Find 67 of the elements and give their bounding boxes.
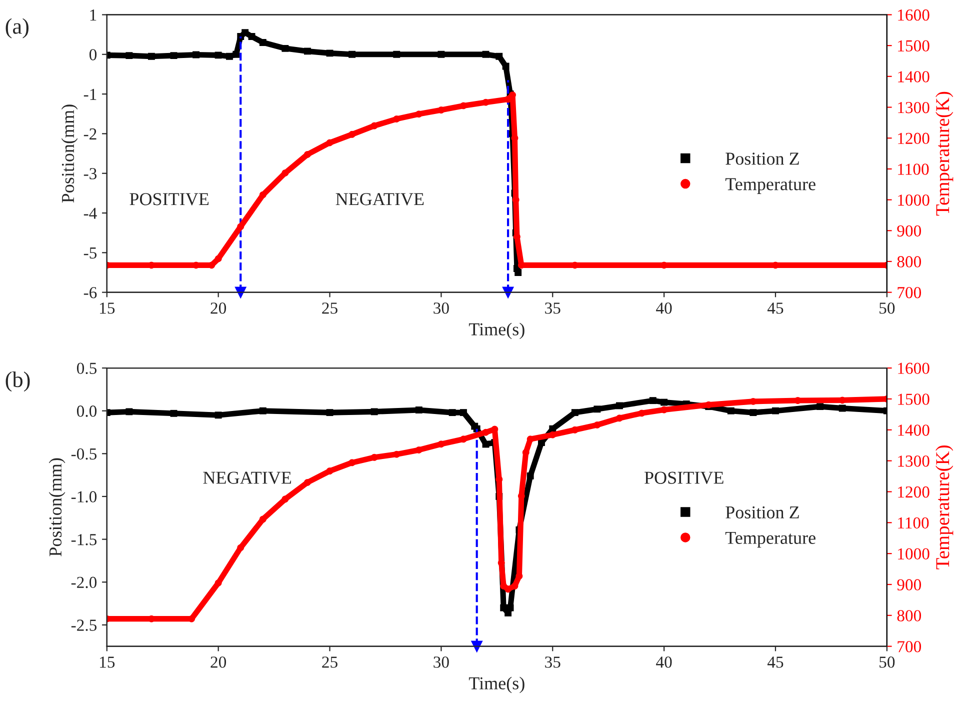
- y2-tick-label: 800: [897, 256, 922, 268]
- text: (b): [6, 372, 30, 392]
- y2-tick-label: 1100: [898, 164, 929, 175]
- legend-label: Temperature: [725, 178, 816, 194]
- y2-tick-label: 1100: [898, 517, 929, 529]
- y2-tick-label: 1400: [898, 424, 930, 436]
- y2-tick-label: 700: [898, 287, 922, 298]
- y2-tick-label: 1600: [898, 9, 930, 21]
- y-tick-label: -2.5: [71, 620, 97, 631]
- x-tick-label: 20: [210, 656, 226, 668]
- y-tick-label: -2: [84, 128, 96, 140]
- y-tick-label: -1.5: [71, 534, 97, 546]
- x-tick-label: 20: [210, 302, 226, 314]
- annotation: NEGATIVE: [203, 472, 292, 484]
- y2-axis-title: Temperature(K): [936, 446, 954, 570]
- y-tick-label: -4: [84, 208, 97, 219]
- x-tick-label: 25: [322, 656, 338, 668]
- y-tick-label: 0.0: [76, 406, 97, 417]
- x-tick-label: 50: [880, 302, 895, 314]
- x-tick-label: 40: [656, 656, 672, 668]
- y2-tick-label: 1500: [898, 394, 930, 405]
- x-tick-label: 30: [434, 302, 449, 314]
- text: (a): [6, 18, 28, 38]
- y2-tick-label: 800: [897, 610, 922, 622]
- y-axis-title: Position(mm): [48, 458, 66, 556]
- y2-tick-label: 1400: [898, 71, 930, 82]
- annotation: POSITIVE: [130, 193, 209, 206]
- y-tick-label: -6: [84, 287, 97, 298]
- y-tick-label: -0.5: [71, 448, 97, 460]
- x-tick-label: 15: [100, 656, 115, 668]
- legend-label: Position Z: [726, 152, 799, 165]
- x-tick-label: 45: [767, 656, 784, 668]
- x-tick-label: 25: [322, 302, 338, 314]
- x-tick-label: 50: [880, 656, 895, 668]
- legend-label: Position Z: [726, 506, 799, 518]
- y2-axis-title: Temperature(K): [936, 92, 954, 216]
- y2-tick-label: 1300: [898, 455, 930, 467]
- y-tick-label: -1: [84, 88, 96, 100]
- y-tick-label: -2.0: [71, 576, 97, 588]
- y2-tick-label: 1200: [898, 486, 930, 498]
- y2-tick-label: 1600: [898, 362, 930, 374]
- y-tick-label: -5: [84, 248, 97, 259]
- legend-label: Temperature: [725, 532, 816, 548]
- y-tick-label: -3: [84, 168, 97, 180]
- y2-tick-label: 1500: [898, 40, 930, 52]
- annotation: POSITIVE: [644, 472, 724, 484]
- y2-tick-label: 900: [897, 579, 922, 590]
- y2-tick-label: 1000: [898, 194, 930, 206]
- y-tick-label: -1.0: [71, 491, 97, 502]
- x-axis-title: Time(s): [468, 676, 524, 694]
- y-axis-title: Position(mm): [61, 104, 78, 203]
- x-tick-label: 45: [767, 302, 784, 314]
- y-tick-label: 0.5: [76, 362, 97, 374]
- y-tick-label: 1: [90, 10, 96, 21]
- x-tick-label: 30: [434, 656, 449, 668]
- y2-tick-label: 700: [898, 641, 922, 652]
- x-tick-label: 35: [545, 656, 560, 668]
- x-tick-label: 40: [656, 302, 672, 314]
- x-tick-label: 15: [100, 302, 115, 314]
- y2-tick-label: 1300: [898, 102, 930, 114]
- y2-tick-label: 1000: [898, 548, 930, 560]
- x-tick-label: 35: [545, 302, 560, 314]
- y2-tick-label: 1200: [898, 132, 930, 144]
- x-axis-title: Time(s): [468, 322, 524, 340]
- annotation: NEGATIVE: [336, 193, 424, 206]
- y2-tick-label: 900: [897, 225, 922, 237]
- y-tick-label: 0: [89, 49, 97, 60]
